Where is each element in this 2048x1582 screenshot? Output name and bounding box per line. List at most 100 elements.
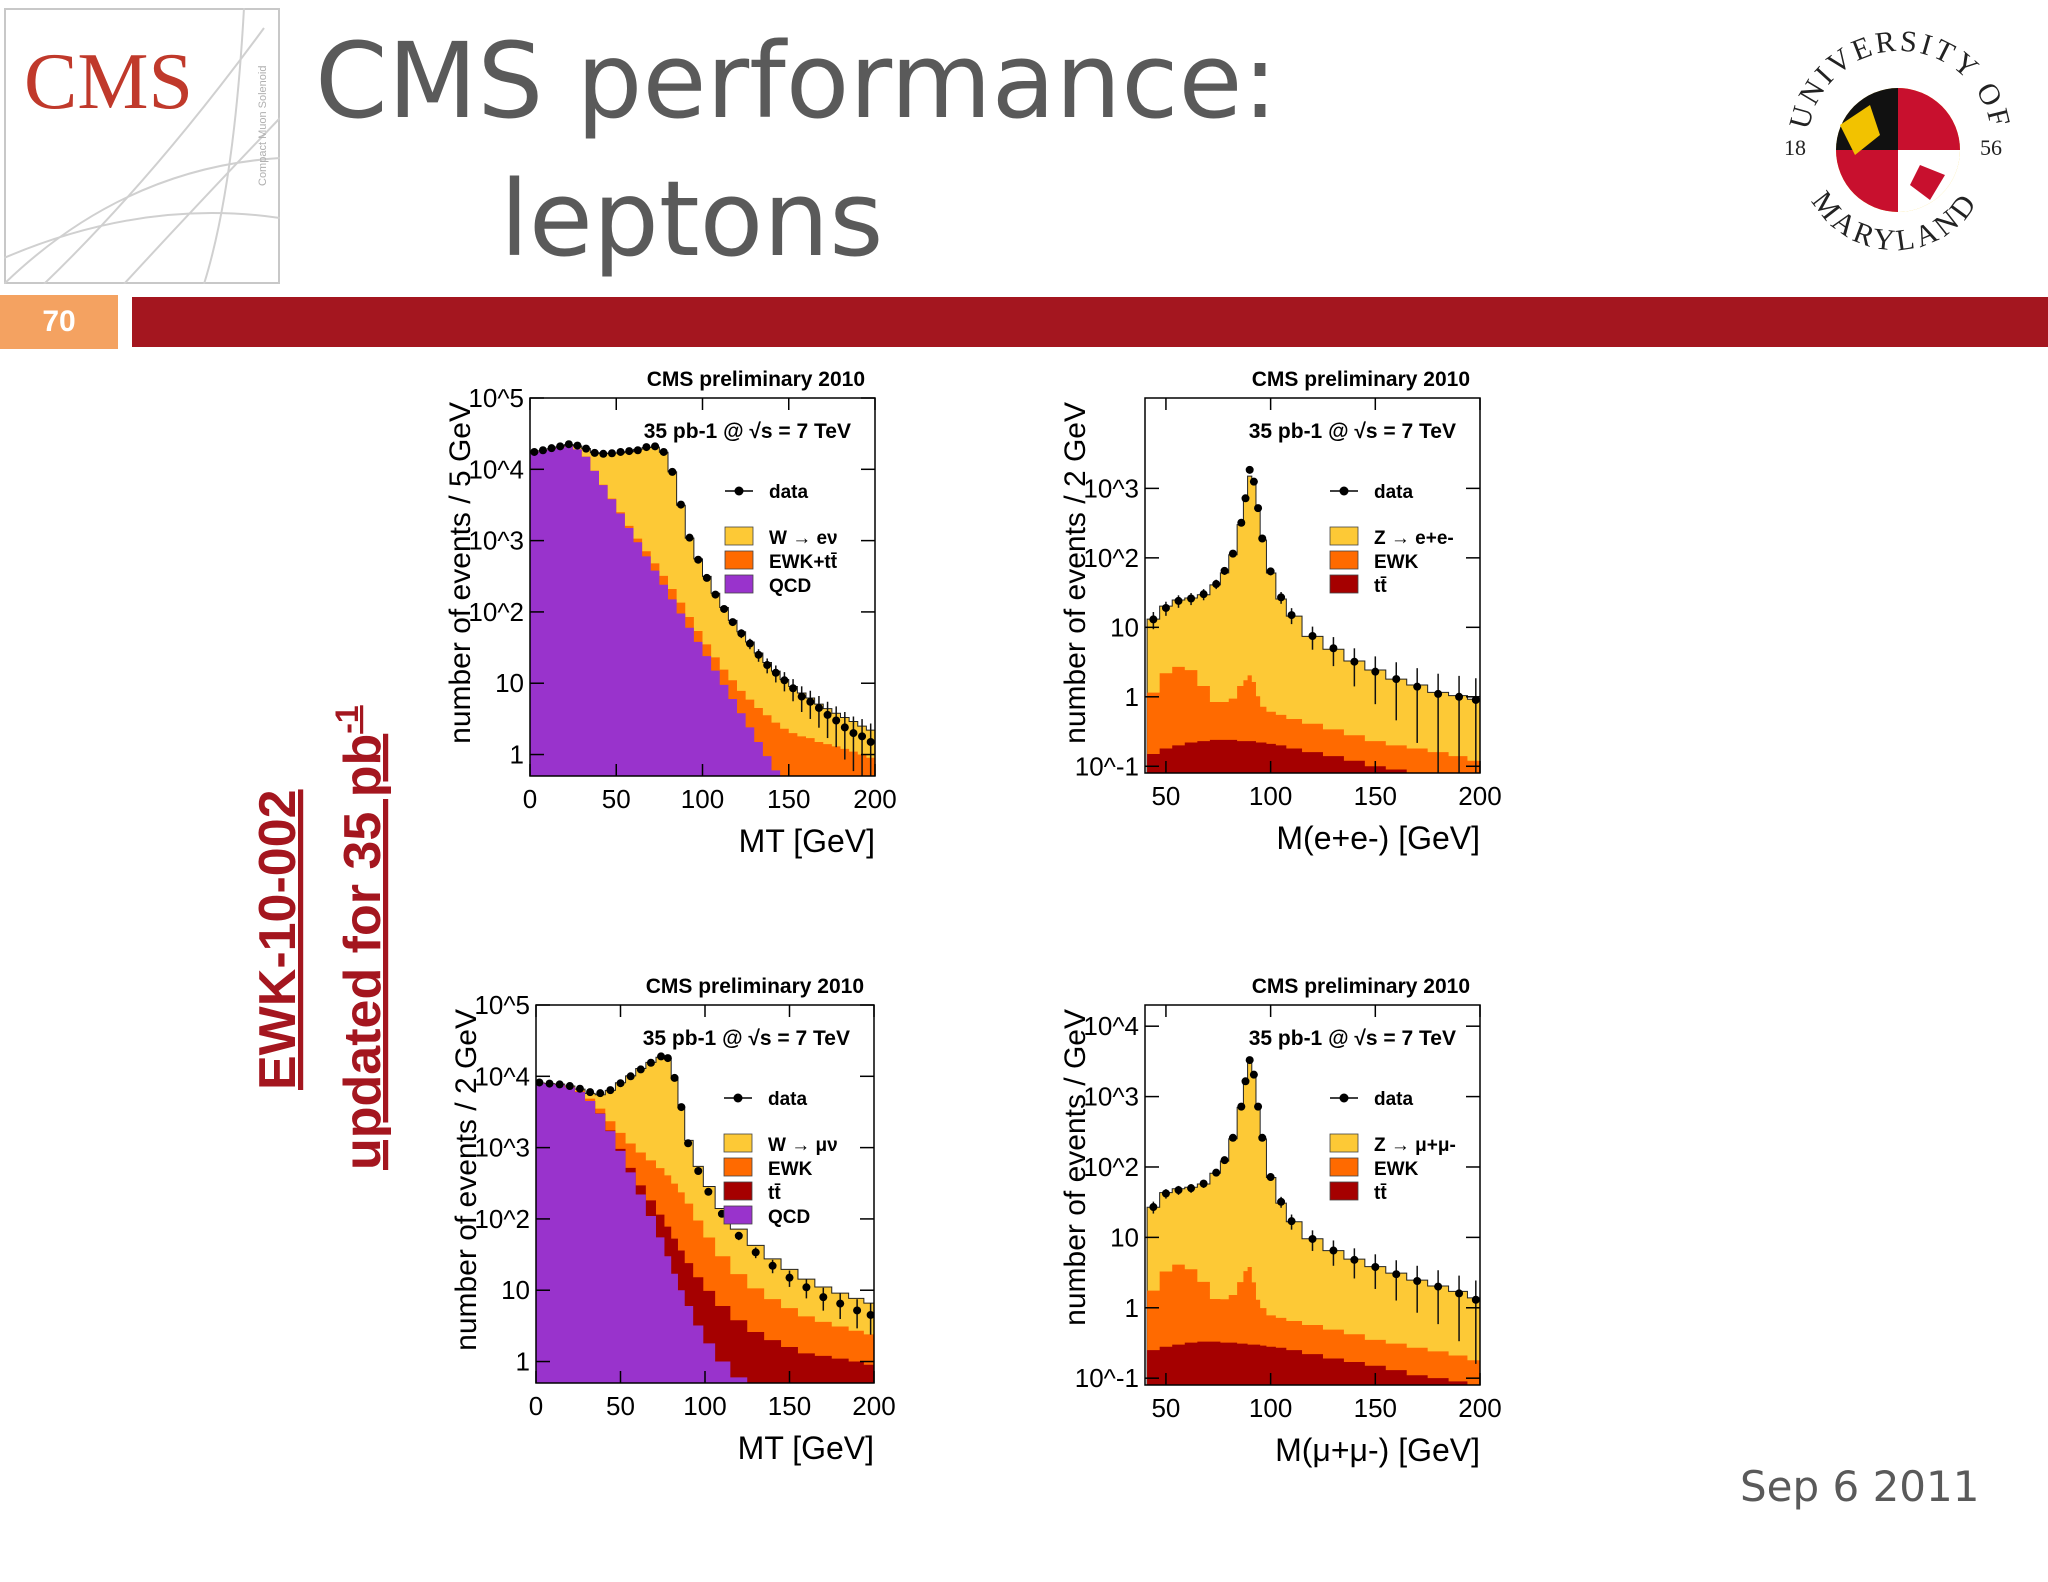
histogram-tt- [1147,739,1480,773]
legend-label: Z → μ+μ- [1374,1135,1456,1156]
data-point [1254,1102,1263,1111]
y-axis-label: number of events / 2 GeV [1059,402,1092,744]
legend-swatch [1329,526,1359,546]
y-tick-label: 10^2 [1083,543,1139,573]
chart-header: CMS preliminary 2010 [646,975,864,998]
legend-label: tt̄ [1374,576,1387,597]
x-tick-label: 150 [1354,781,1397,811]
lumi-label: 35 pb-1 @ √s = 7 TeV [1249,1027,1456,1050]
data-point [1392,675,1401,684]
cms-logo-subtext: Compact Muon Solenoid [257,66,269,186]
data-point [1149,615,1158,624]
data-point [536,1078,544,1087]
data-point [694,555,703,564]
data-point [668,467,677,476]
data-point [853,1306,862,1315]
data-point [1249,477,1258,486]
legend-label: EWK [1374,1159,1419,1180]
data-point [814,703,823,712]
data-point [1212,1168,1221,1177]
lumi-label: 35 pb-1 @ √s = 7 TeV [644,420,851,443]
y-tick-label: 10 [501,1275,530,1305]
data-point [684,1139,693,1148]
data-point [670,1073,679,1082]
data-point [840,723,849,732]
legend-label: Z → e+e- [1374,528,1454,549]
data-point [849,729,858,738]
legend-data-marker [1339,1093,1349,1103]
data-point [720,604,729,613]
legend-swatch [723,1133,753,1153]
data-point [1161,603,1170,612]
data-point [1471,1295,1480,1304]
data-point [1350,657,1359,666]
data-point [704,1187,713,1196]
data-point [545,1079,554,1088]
y-tick-label: 1 [1125,1293,1139,1323]
data-point [866,737,875,746]
data-point [547,444,556,453]
data-point [711,590,720,599]
x-tick-label: 200 [1458,781,1501,811]
seal-year-right: 56 [1980,135,2002,160]
histogram-tt- [1147,1341,1480,1385]
plot-area [1146,1056,1480,1385]
data-point [1149,1203,1158,1212]
data-point [659,447,668,456]
data-point [866,1310,874,1319]
y-tick-label: 10^5 [474,990,530,1020]
slide-number: 70 [42,305,76,338]
data-point [1371,1262,1380,1271]
data-point [785,1273,794,1282]
x-tick-label: 0 [529,1391,543,1421]
data-point [819,1293,828,1302]
legend-swatch [724,526,754,546]
y-tick-label: 10 [495,668,524,698]
seal-year-left: 18 [1784,135,1806,160]
y-tick-label: 10^4 [468,454,524,484]
slide-title-line-1: CMS performance: [315,20,1278,142]
legend-label: QCD [769,576,811,597]
y-tick-label: 10^-1 [1075,1363,1139,1393]
data-point [806,697,815,706]
y-tick-label: 10^4 [1083,1011,1139,1041]
data-point [1228,1133,1237,1142]
data-point [1266,567,1275,576]
data-point [1220,566,1229,575]
legend-label: tt̄ [1374,1183,1387,1204]
data-point [586,1088,595,1097]
legend-swatch [724,574,754,594]
data-point [676,500,685,509]
side-label-line-2: updated for 35 pb [334,734,392,1170]
cms-logo: CMS Compact Muon Solenoid [4,8,280,284]
x-axis-label: M(μ+μ-) [GeV] [1275,1432,1480,1468]
data-point [754,650,763,659]
data-point [607,449,616,458]
data-point [737,629,746,638]
data-point [616,1079,625,1088]
data-point [771,668,780,677]
chart-header: CMS preliminary 2010 [1252,975,1470,998]
data-point [565,1082,574,1091]
x-tick-label: 50 [602,784,631,814]
data-point [633,446,642,455]
legend-label: QCD [768,1207,810,1228]
x-axis-label: MT [GeV] [738,1430,874,1466]
legend-label: W → eν [769,528,838,549]
side-label-line-1: EWK-10-002 [255,789,307,1090]
data-point [1187,1184,1196,1193]
svg-text:updated for 35 pb-1: updated for 35 pb-1 [329,705,392,1170]
y-tick-label: 10^3 [468,526,524,556]
data-point [657,1052,666,1061]
data-point [642,443,651,452]
data-point [1308,1234,1317,1243]
histogram-qcd [530,446,875,776]
data-point [1434,1282,1443,1291]
chart-header: CMS preliminary 2010 [647,368,865,391]
y-tick-label: 1 [1125,682,1139,712]
chart-w-munu-mt: CMS preliminary 2010 0 50 100 150 200 1 10 10^2 1… [450,975,896,1466]
data-point [702,573,711,582]
data-point [582,444,591,453]
legend-label: W → μν [768,1135,838,1156]
chart-header: CMS preliminary 2010 [1252,368,1470,391]
